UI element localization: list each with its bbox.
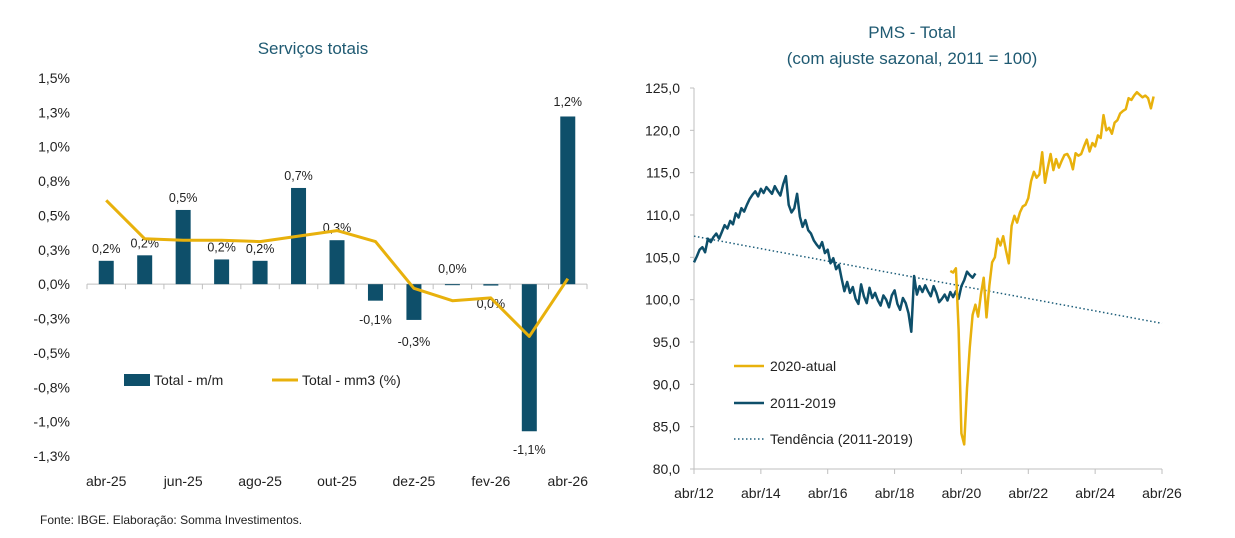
left-legend: Total - m/m Total - mm3 (%): [124, 372, 401, 388]
left-bar-series: [98, 116, 576, 432]
data-label-dez-25: -0,3%: [398, 335, 431, 349]
left-y-tick-label: -0,3%: [33, 311, 70, 327]
right-x-tick-label: abr/12: [674, 485, 714, 501]
right-y-tick-label: 95,0: [653, 334, 680, 350]
right-y-tick-label: 85,0: [653, 419, 680, 435]
bar-mar-26: [521, 284, 537, 432]
left-y-tick-label: 0,5%: [38, 207, 70, 223]
left-y-tick-label: 1,5%: [38, 70, 70, 86]
left-y-tick-label: -0,5%: [33, 345, 70, 361]
legend-swatch-bar: [124, 374, 150, 386]
legend-label-2011: 2011-2019: [770, 395, 836, 411]
data-label-nov-25: -0,1%: [359, 313, 392, 327]
bar-fev-26: [483, 284, 499, 286]
right-chart-title: PMS - Total: [868, 23, 956, 42]
left-y-tick-label: 1,3%: [38, 104, 70, 120]
bar-jan-26: [444, 284, 460, 286]
legend-label-trend: Tendência (2011-2019): [770, 431, 913, 447]
right-y-tick-label: 125,0: [645, 80, 680, 96]
series-2011-2019-line: [692, 174, 977, 334]
data-label-jun-25: 0,5%: [169, 191, 198, 205]
right-y-axis: 80,0 85,0 90,0 95,0 100,0 105,0 110,0 115,0 120,…: [645, 80, 694, 477]
left-y-tick-label: -1,3%: [33, 448, 70, 464]
right-legend: 2020-atual 2011-2019 Tendência (2011-201…: [734, 358, 913, 447]
data-label-abr-25: 0,2%: [92, 242, 121, 256]
left-x-tick-label: jun-25: [163, 473, 203, 489]
data-label-jan-26: 0,0%: [438, 262, 467, 276]
data-label-fev-26: 0,0%: [477, 297, 506, 311]
left-x-tick-label: fev-26: [471, 473, 510, 489]
trend-line: [693, 235, 1163, 325]
right-y-tick-label: 105,0: [645, 249, 680, 265]
left-x-tick-label: out-25: [317, 473, 357, 489]
bar-mai-25: [137, 255, 153, 285]
series-2020-atual-line: [949, 90, 1155, 446]
left-y-tick-label: 0,0%: [38, 276, 70, 292]
left-x-tick-label: abr-26: [548, 473, 589, 489]
left-chart-title: Serviços totais: [258, 39, 369, 58]
right-y-tick-label: 100,0: [645, 292, 680, 308]
right-y-tick-label: 90,0: [653, 376, 680, 392]
left-x-tick-label: ago-25: [238, 473, 282, 489]
bar-jul-25: [214, 259, 230, 285]
right-y-tick-label: 115,0: [646, 165, 680, 181]
data-label-ago-25: 0,2%: [246, 242, 275, 256]
left-y-tick-label: 1,0%: [38, 139, 70, 155]
legend-label-line: Total - mm3 (%): [302, 372, 401, 388]
source-note: Fonte: IBGE. Elaboração: Somma Investime…: [40, 513, 303, 527]
right-x-axis: abr/12 abr/14 abr/16 abr/18 abr/20 abr/22 abr/…: [674, 469, 1182, 501]
left-x-tick-label: abr-25: [86, 473, 127, 489]
right-y-tick-label: 120,0: [645, 122, 680, 138]
bar-abr-25: [98, 260, 114, 285]
right-x-tick-label: abr/24: [1075, 485, 1115, 501]
left-y-axis: 1,5% 1,3% 1,0% 0,8% 0,5% 0,3% 0,0% -0,3% -0,5% -0…: [33, 70, 70, 464]
bar-ago-25: [252, 260, 268, 285]
right-x-tick-label: abr/14: [741, 485, 781, 501]
right-y-tick-label: 80,0: [653, 461, 680, 477]
bar-dez-25: [406, 284, 422, 320]
right-x-tick-label: abr/16: [808, 485, 848, 501]
left-chart: Serviços totais 1,5% 1,3% 1,0% 0,8% 0,5% 0,3%…: [33, 39, 588, 489]
left-y-tick-label: 0,8%: [38, 173, 70, 189]
bar-jun-25: [175, 209, 191, 285]
left-x-tick-label: dez-25: [393, 473, 436, 489]
right-chart-subtitle: (com ajuste sazonal, 2011 = 100): [787, 49, 1038, 68]
right-x-tick-label: abr/20: [942, 485, 982, 501]
data-label-jul-25: 0,2%: [207, 240, 236, 254]
left-data-labels: 0,2% 0,2%0,5%0,2% 0,2%0,7%0,3%-0,1%-0,3%0,…: [92, 95, 582, 457]
data-label-mar-26: -1,1%: [513, 443, 546, 457]
bar-nov-25: [367, 284, 383, 301]
bar-abr-26: [560, 116, 576, 285]
left-y-tick-label: -0,8%: [33, 379, 70, 395]
right-x-tick-label: abr/22: [1008, 485, 1048, 501]
left-mm3-line: [105, 199, 570, 338]
legend-label-bar: Total - m/m: [154, 372, 223, 388]
right-x-tick-label: abr/26: [1142, 485, 1182, 501]
left-y-tick-label: -1,0%: [33, 414, 70, 430]
right-x-tick-label: abr/18: [875, 485, 915, 501]
bar-out-25: [329, 240, 345, 285]
legend-label-2020: 2020-atual: [770, 358, 836, 374]
right-chart: PMS - Total (com ajuste sazonal, 2011 = …: [645, 23, 1182, 501]
left-y-tick-label: 0,3%: [38, 242, 70, 258]
data-label-set-25: 0,7%: [284, 169, 313, 183]
right-y-tick-label: 110,0: [646, 207, 680, 223]
data-label-abr-26: 1,2%: [554, 95, 583, 109]
left-x-axis: abr-25 jun-25 ago-25 out-25 dez-25 fev-26 abr-…: [86, 284, 588, 489]
